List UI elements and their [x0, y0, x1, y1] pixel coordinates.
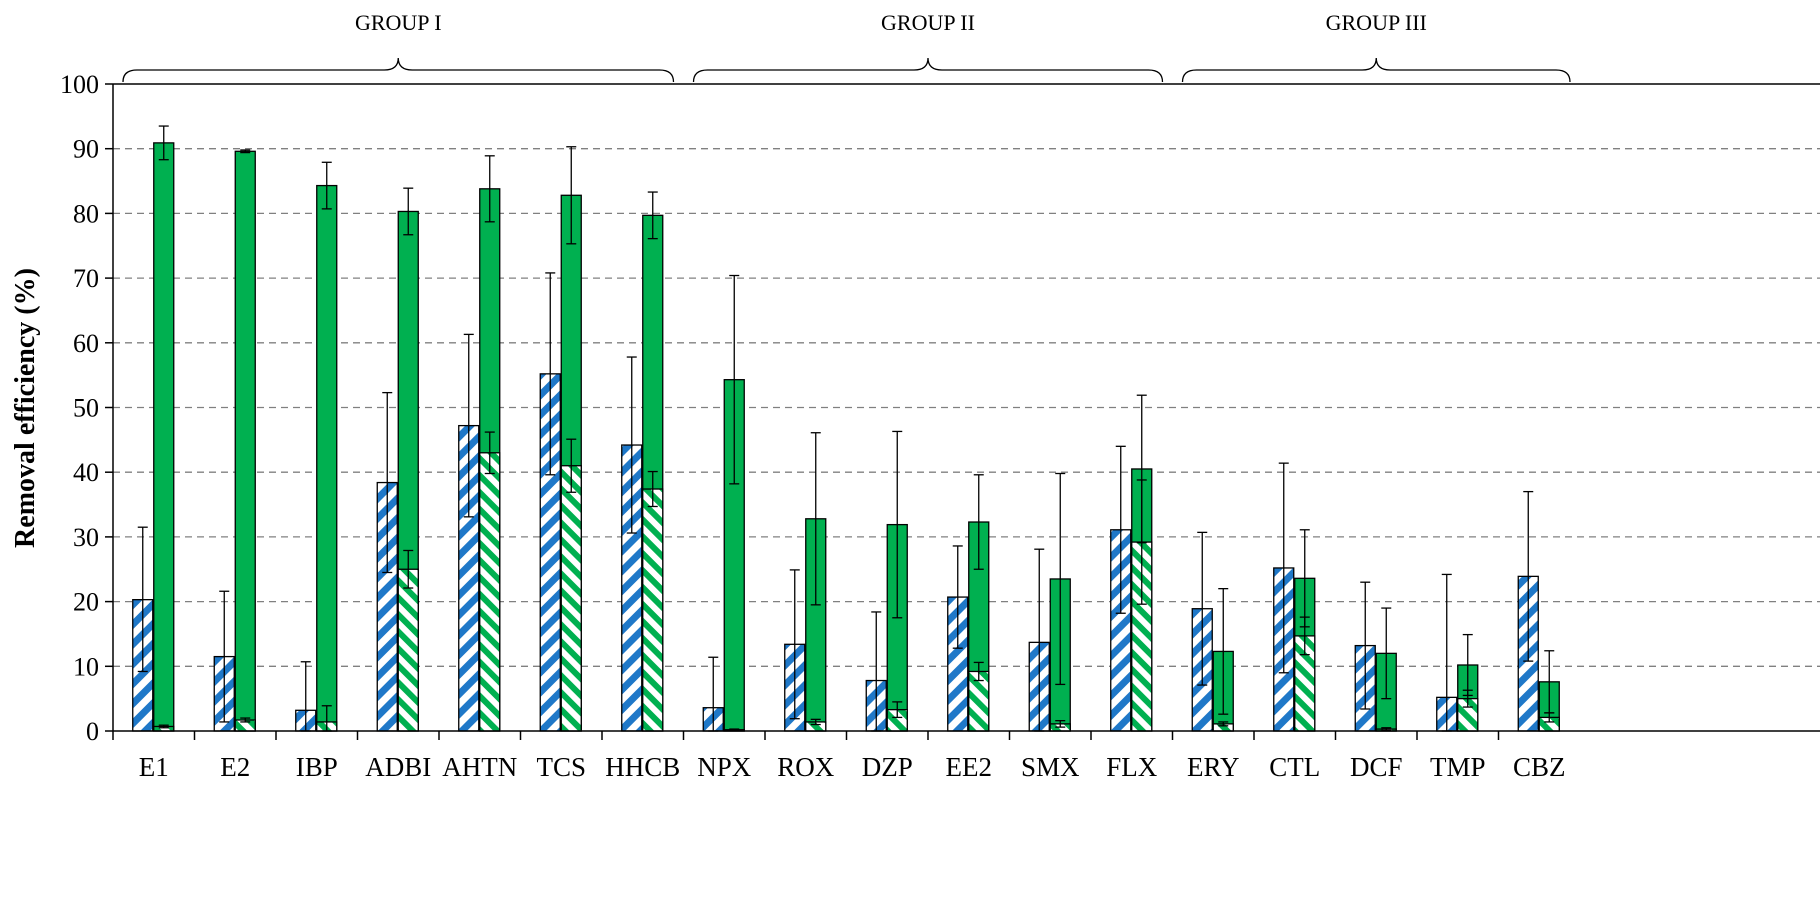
category-label: E2 — [220, 752, 250, 782]
bar-green-solid — [316, 184, 338, 732]
y-tick-label: 20 — [73, 588, 99, 617]
category-label: AHTN — [442, 752, 517, 782]
y-tick-label: 10 — [73, 652, 99, 681]
category-label: EE2 — [946, 752, 993, 782]
labels: 0 10 20 30 40 50 60 70 80 90 100 E1 E2 IBP ADBI AHTN TCS… — [60, 10, 1571, 782]
group-label: GROUP II — [881, 10, 975, 35]
group-label: GROUP III — [1326, 10, 1427, 35]
bar-green-hatched — [642, 488, 664, 732]
category-label: DZP — [862, 752, 913, 782]
y-tick-label: 30 — [73, 523, 99, 552]
category-label: TMP — [1430, 752, 1486, 782]
category-label: HHCB — [605, 752, 680, 782]
category-label: DCF — [1350, 752, 1403, 782]
category-label: CBZ — [1513, 752, 1566, 782]
category-label: NPX — [697, 752, 752, 782]
category-label: E1 — [139, 752, 169, 782]
category-label: FLX — [1106, 752, 1158, 782]
y-tick-label: 60 — [73, 329, 99, 358]
y-tick-label: 50 — [73, 394, 99, 423]
category-label: SMX — [1021, 752, 1080, 782]
bar-green-hatched — [479, 452, 501, 732]
y-axis-title: Removal efficiency (%) — [10, 268, 41, 548]
y-tick-label: 80 — [73, 199, 99, 228]
bar-green-hatched — [397, 568, 419, 732]
y-tick-label: 0 — [86, 717, 99, 746]
gridlines — [113, 148, 1820, 667]
category-label: ADBI — [365, 752, 431, 782]
category-label: ROX — [777, 752, 835, 782]
y-tick-label: 40 — [73, 458, 99, 487]
y-tick-label: 70 — [73, 264, 99, 293]
group-label: GROUP I — [355, 10, 442, 35]
group-brace — [1181, 57, 1571, 83]
group-brace — [122, 57, 675, 83]
bars — [132, 142, 1560, 732]
error-bars — [137, 125, 1555, 732]
category-label: ERY — [1187, 752, 1240, 782]
bar-green-hatched — [560, 465, 582, 732]
y-tick-label: 90 — [73, 135, 99, 164]
axes — [105, 83, 1820, 740]
category-label: IBP — [296, 752, 338, 782]
bar-green-solid — [153, 142, 175, 732]
category-label: CTL — [1269, 752, 1320, 782]
category-label: TCS — [536, 752, 586, 782]
y-tick-label: 100 — [60, 70, 99, 99]
bar-green-solid — [234, 150, 256, 732]
group-brace — [692, 57, 1164, 83]
